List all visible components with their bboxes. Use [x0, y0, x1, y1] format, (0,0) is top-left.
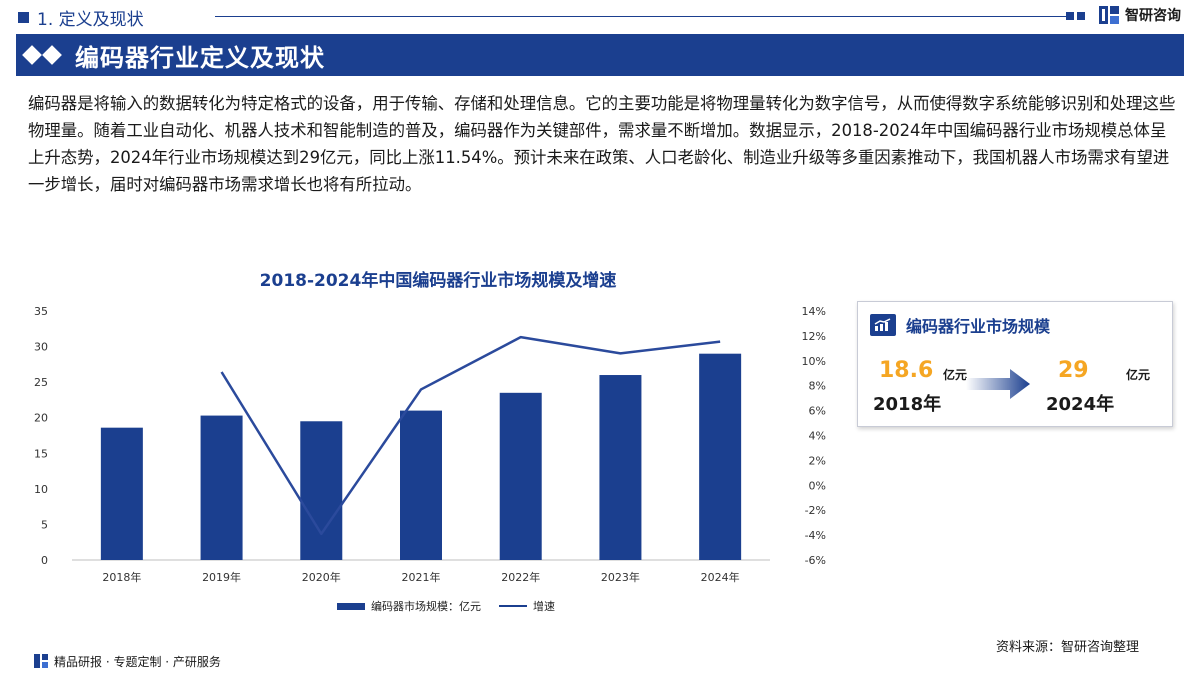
arrow-right-icon: [966, 369, 1030, 399]
summary-card: 编码器行业市场规模: [857, 301, 1173, 427]
y-right-tick-label: 10%: [802, 355, 826, 368]
y-right-tick-label: 2%: [809, 454, 826, 467]
data-source: 资料来源：智研咨询整理: [996, 640, 1140, 655]
end-unit: 亿元: [1126, 368, 1151, 382]
start-year: 2018年: [873, 394, 942, 415]
y-left-tick-label: 0: [41, 554, 48, 567]
start-value: 18.6: [879, 358, 934, 383]
bar-2022年: [499, 392, 542, 560]
brand-logo-text: 智研咨询: [1125, 8, 1181, 24]
title-banner: 编码器行业定义及现状: [16, 34, 1184, 76]
bar-2023年: [599, 375, 642, 560]
bar-2024年: [699, 353, 742, 560]
section-marker: [18, 11, 29, 23]
y-right-tick-label: 14%: [802, 305, 826, 318]
y-left-tick-label: 25: [34, 376, 48, 389]
bar-2021年: [400, 410, 442, 560]
x-tick-label: 2022年: [501, 570, 540, 584]
bar-2020年: [300, 421, 343, 560]
y-right-tick-label: 4%: [809, 430, 826, 443]
header-divider: [215, 16, 1070, 17]
section-title: 1. 定义及现状: [37, 9, 144, 30]
bar-2018年: [100, 427, 143, 560]
footer-logo-icon: [34, 654, 48, 668]
x-tick-label: 2024年: [701, 570, 740, 584]
header-dots: [1066, 12, 1085, 20]
y-left-tick-label: 15: [34, 447, 48, 460]
page-title: 编码器行业定义及现状: [75, 43, 325, 72]
y-left-tick-label: 35: [34, 305, 48, 318]
y-right-tick-label: 12%: [802, 330, 826, 343]
start-unit: 亿元: [943, 368, 968, 382]
footer-tagline: 精品研报 · 专题定制 · 产研服务: [54, 654, 221, 669]
y-right-tick-label: -6%: [805, 554, 826, 567]
y-left-tick-label: 10: [34, 483, 48, 496]
y-right-tick-label: 6%: [809, 405, 826, 418]
x-tick-label: 2018年: [102, 570, 141, 584]
legend-bar-label: 编码器市场规模：亿元: [371, 600, 481, 613]
end-year: 2024年: [1046, 394, 1115, 415]
bar-2019年: [200, 415, 243, 560]
growth-rate-line: [220, 335, 721, 536]
diamond-icon: [22, 45, 42, 65]
brand-logo: 智研咨询: [1098, 5, 1181, 25]
section-header: 1. 定义及现状: [18, 6, 144, 30]
legend-bar-swatch: [337, 602, 365, 610]
chart-legend: 编码器市场规模：亿元 增速: [337, 598, 555, 614]
x-tick-label: 2020年: [302, 570, 341, 584]
y-left-tick-label: 5: [41, 518, 48, 531]
trend-chart-icon: [870, 314, 896, 336]
brand-logo-icon: [1099, 6, 1119, 24]
y-right-tick-label: 8%: [809, 380, 826, 393]
y-right-tick-label: -4%: [805, 529, 826, 542]
y-right-tick-label: 0%: [809, 479, 826, 492]
x-tick-label: 2021年: [402, 570, 441, 584]
legend-line-swatch: [499, 605, 527, 607]
intro-paragraph: 编码器是将输入的数据转化为特定格式的设备，用于传输、存储和处理信息。它的主要功能…: [28, 94, 1176, 194]
market-size-chart: 0 5 10 15 20 25 30 35 -6% -4% -2% 0% 2% 4% 6% 8% 10% 12% 1…: [34, 305, 826, 584]
y-right-tick-label: -2%: [805, 504, 826, 517]
summary-card-header: 编码器行业市场规模: [870, 313, 1172, 337]
chart-title: 2018-2024年中国编码器行业市场规模及增速: [259, 271, 617, 291]
footer: 精品研报 · 专题定制 · 产研服务: [0, 649, 1200, 673]
x-tick-label: 2019年: [202, 570, 241, 584]
legend-line-label: 增速: [533, 600, 555, 613]
y-left-tick-label: 30: [34, 341, 48, 354]
y-left-tick-label: 20: [34, 412, 48, 425]
end-value: 29: [1058, 358, 1089, 383]
x-tick-label: 2023年: [601, 570, 640, 584]
summary-card-title: 编码器行业市场规模: [906, 317, 1051, 336]
diamond-icon: [42, 45, 62, 65]
